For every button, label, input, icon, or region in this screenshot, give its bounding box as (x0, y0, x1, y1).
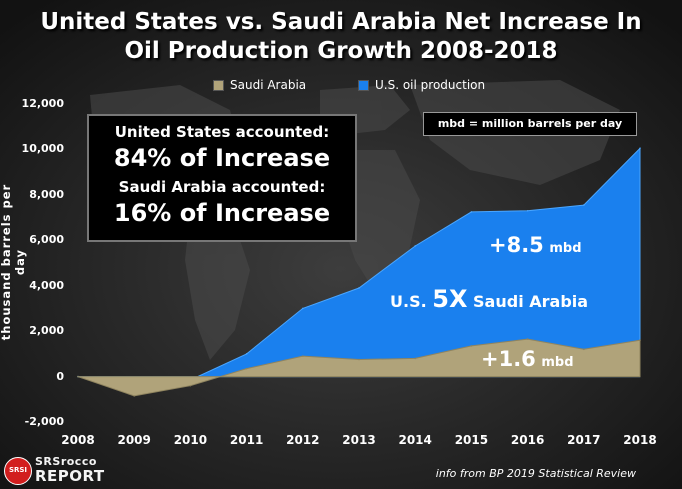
annotation-us-value: +8.5 (489, 233, 544, 257)
y-tick-label: 0 (56, 369, 64, 383)
data-point-us-oil-production-2017 (583, 204, 585, 206)
logo-badge-icon: SRSI (4, 457, 32, 485)
data-point-saudi-arabia-2008 (77, 375, 79, 378)
legend-item-saudi-arabia: Saudi Arabia (213, 78, 306, 92)
info-box: United States accounted: 84% of Increase… (87, 114, 357, 242)
data-point-us-oil-production-2016 (526, 209, 529, 212)
data-point-saudi-arabia-2014 (414, 357, 417, 360)
y-tick-label: -2,000 (24, 415, 64, 428)
data-point-saudi-arabia-2011 (245, 367, 248, 370)
annotation-multiple-right: Saudi Arabia (473, 292, 589, 311)
data-point-us-oil-production-2018 (639, 147, 641, 150)
info-saudi-share: 16% of Increase (113, 199, 331, 227)
y-tick-label: 2,000 (29, 324, 64, 338)
data-point-us-oil-production-2014 (414, 245, 417, 247)
x-tick-label: 2017 (567, 433, 601, 447)
data-point-saudi-arabia-2012 (302, 355, 304, 357)
data-point-us-oil-production-2011 (245, 353, 248, 355)
x-tick-label: 2011 (229, 433, 264, 447)
x-tick-label: 2014 (398, 433, 432, 447)
y-tick-label: 12,000 (21, 97, 64, 110)
x-tick-label: 2016 (510, 433, 545, 447)
legend-item-us: U.S. oil production (358, 78, 485, 92)
x-tick-label: 2015 (454, 433, 489, 447)
x-tick-label: 2010 (173, 433, 208, 447)
y-tick-label: 10,000 (21, 142, 64, 156)
data-point-saudi-arabia-2016 (526, 338, 529, 340)
series-area-saudi-arabia (77, 338, 641, 397)
x-tick-label: 2009 (117, 433, 151, 447)
data-point-us-oil-production-2012 (302, 307, 304, 310)
y-tick-label: 4,000 (29, 278, 64, 292)
y-tick-label: 6,000 (29, 233, 64, 247)
logo-name: SRSrocco (35, 455, 97, 468)
legend-label-saudi-arabia: Saudi Arabia (230, 78, 307, 92)
annotation-multiple-left: U.S. (390, 292, 427, 311)
data-point-us-oil-production-2015 (470, 211, 473, 213)
data-point-saudi-arabia-2017 (583, 348, 585, 351)
x-tick-label: 2013 (342, 433, 376, 447)
data-point-us-oil-production-2013 (358, 287, 360, 289)
chart-title: United States vs. Saudi Arabia Net Incre… (40, 9, 642, 35)
data-point-saudi-arabia-2013 (358, 358, 360, 361)
chart-title-line-2: Oil Production Growth 2008-2018 (124, 38, 558, 64)
series-layer (77, 147, 641, 397)
data-point-saudi-arabia-2015 (470, 345, 473, 347)
x-tick-label: 2008 (61, 433, 95, 447)
x-tick-label: 2012 (286, 433, 320, 447)
legend-label-us: U.S. oil production (375, 78, 486, 92)
y-tick-label: 8,000 (29, 187, 64, 201)
annotation-multiple: U.S. 5X Saudi Arabia (390, 285, 588, 313)
info-saudi-heading: Saudi Arabia accounted: (118, 178, 326, 196)
annotation-saudi-value: +1.6 (481, 347, 536, 371)
annotation-saudi-unit: mbd (541, 355, 574, 370)
srsrocco-report-logo: SRSI SRSrocco REPORT (4, 455, 124, 487)
data-point-saudi-arabia-2010 (189, 384, 192, 387)
annotation-us-unit: mbd (549, 241, 582, 256)
info-us-share: 84% of Increase (113, 144, 331, 172)
x-tick-label: 2018 (623, 433, 657, 447)
logo-report: REPORT (35, 467, 105, 485)
annotation-us-increase: +8.5 mbd (489, 233, 582, 257)
data-point-saudi-arabia-2018 (639, 339, 641, 342)
annotation-multiple-value: 5X (432, 285, 468, 313)
legend-swatch-saudi-arabia (213, 79, 224, 91)
unit-note: mbd = million barrels per day (423, 112, 637, 136)
legend-swatch-us (358, 79, 369, 91)
info-us-heading: United States accounted: (114, 123, 330, 141)
source-note: info from BP 2019 Statistical Review (435, 467, 636, 480)
logo-badge-text: SRSI (8, 466, 28, 474)
data-point-saudi-arabia-2009 (133, 395, 135, 397)
annotation-saudi-increase: +1.6 mbd (481, 347, 574, 371)
